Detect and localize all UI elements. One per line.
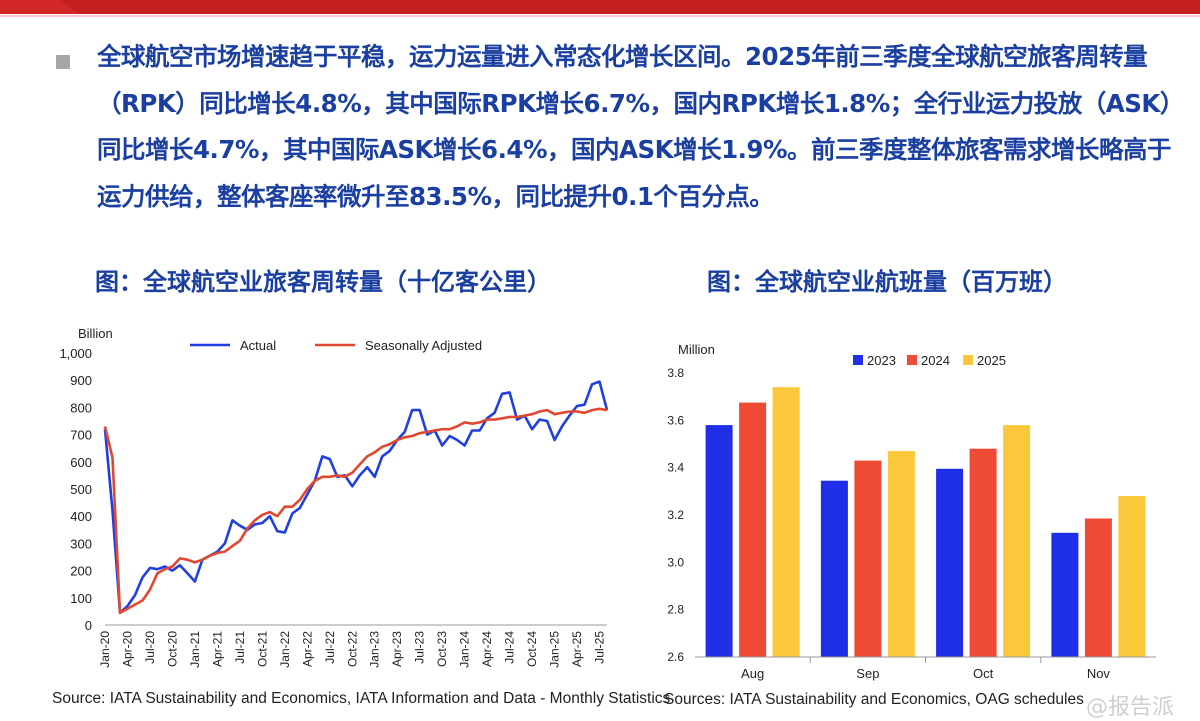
line-x-tick-label: Oct-24 bbox=[525, 631, 539, 667]
line-y-axis-label: Billion bbox=[78, 326, 113, 341]
line-x-tick-label: Apr-25 bbox=[570, 631, 584, 667]
line-y-tick-label: 700 bbox=[70, 428, 92, 443]
line-x-tick-label: Oct-21 bbox=[255, 631, 269, 667]
bar-legend-swatch bbox=[853, 355, 863, 365]
line-series-actual bbox=[103, 380, 609, 615]
bar-y-tick-label: 3.8 bbox=[667, 366, 684, 380]
bar-legend-label: 2025 bbox=[977, 353, 1006, 368]
line-y-tick-label: 200 bbox=[70, 564, 92, 579]
line-x-tick-label: Apr-20 bbox=[120, 631, 134, 667]
line-x-tick-label: Oct-23 bbox=[435, 631, 449, 667]
bar-aug-2023 bbox=[705, 425, 733, 657]
line-y-tick-label: 900 bbox=[70, 373, 92, 388]
line-x-tick-label: Jan-23 bbox=[368, 631, 382, 668]
line-x-tick-label: Oct-20 bbox=[165, 631, 179, 667]
bar-y-ticks: 2.6 2.8 3.0 3.2 3.4 3.6 3.8 bbox=[667, 366, 684, 664]
bar-legend-swatch bbox=[907, 355, 917, 365]
bar-legend-label: 2024 bbox=[921, 353, 950, 368]
line-x-tick-label: Oct-22 bbox=[345, 631, 359, 667]
line-y-tick-label: 500 bbox=[70, 482, 92, 497]
line-series-group bbox=[103, 380, 609, 615]
bar-x-ticks: Aug Sep Oct Nov bbox=[695, 656, 1156, 681]
line-x-tick-label: Jan-25 bbox=[548, 631, 562, 668]
line-series-seasonally-adjusted bbox=[103, 407, 608, 615]
line-x-tick-label: Apr-21 bbox=[210, 631, 224, 667]
bar-x-tick-label: Aug bbox=[741, 666, 764, 681]
bullet-square bbox=[56, 55, 70, 69]
bar-oct-2025 bbox=[1003, 425, 1031, 657]
top-bar-notch bbox=[60, 0, 1200, 14]
line-x-tick-label: Jul-23 bbox=[413, 631, 427, 664]
bar-x-tick-label: Sep bbox=[856, 666, 879, 681]
line-legend-label: Seasonally Adjusted bbox=[365, 338, 482, 353]
flights-bar-chart: Million 2023 2024 2025 2.6 2.8 3.0 3.2 3.4 3.6 3… bbox=[667, 342, 1156, 681]
bar-y-tick-label: 2.6 bbox=[667, 650, 684, 664]
line-x-tick-label: Jul-25 bbox=[593, 631, 607, 664]
bar-y-tick-label: 2.8 bbox=[667, 603, 684, 617]
line-y-ticks: 0 100 200 300 400 500 600 700 800 900 1,000 bbox=[59, 346, 92, 633]
bar-oct-2023 bbox=[936, 468, 964, 657]
bar-nov-2024 bbox=[1084, 518, 1112, 657]
watermark-text: @报告派 bbox=[1086, 695, 1175, 720]
bar-nov-2025 bbox=[1118, 496, 1146, 657]
line-x-tick-label: Apr-23 bbox=[390, 631, 404, 667]
line-x-tick-label: Jul-22 bbox=[323, 631, 337, 664]
bar-nov-2023 bbox=[1051, 532, 1079, 658]
bar-oct-2024 bbox=[969, 448, 997, 657]
bar-sep-2024 bbox=[854, 460, 882, 657]
line-y-tick-label: 100 bbox=[70, 591, 92, 606]
bar-y-tick-label: 3.0 bbox=[667, 555, 684, 569]
line-y-tick-label: 300 bbox=[70, 536, 92, 551]
bar-legend-label: 2023 bbox=[867, 353, 896, 368]
right-chart-source: Sources: IATA Sustainability and Economi… bbox=[664, 691, 1084, 708]
line-legend-label: Actual bbox=[240, 338, 276, 353]
bar-aug-2025 bbox=[772, 387, 800, 657]
line-x-tick-label: Jan-22 bbox=[278, 631, 292, 668]
bar-y-tick-label: 3.6 bbox=[667, 413, 684, 427]
bar-y-axis-label: Million bbox=[678, 342, 715, 357]
bar-sep-2023 bbox=[820, 480, 848, 657]
bar-x-tick-label: Oct bbox=[973, 666, 994, 681]
line-y-tick-label: 1,000 bbox=[59, 346, 92, 361]
line-x-tick-label: Jan-24 bbox=[458, 631, 472, 668]
line-x-tick-label: Jul-24 bbox=[503, 631, 517, 664]
line-x-tick-label: Apr-22 bbox=[300, 631, 314, 667]
line-y-tick-label: 400 bbox=[70, 509, 92, 524]
line-legend: Actual Seasonally Adjusted bbox=[190, 338, 482, 353]
left-chart-source: Source: IATA Sustainability and Economic… bbox=[52, 690, 671, 707]
bar-x-tick-label: Nov bbox=[1087, 666, 1111, 681]
top-decor-bar bbox=[0, 0, 1200, 17]
bar-legend: 2023 2024 2025 bbox=[853, 353, 1006, 368]
line-y-tick-label: 800 bbox=[70, 400, 92, 415]
bar-series-group bbox=[705, 387, 1146, 658]
bar-y-tick-label: 3.2 bbox=[667, 508, 684, 522]
line-x-tick-label: Jan-21 bbox=[188, 631, 202, 668]
summary-paragraph: 全球航空市场增速趋于平稳，运力运量进入常态化增长区间。2025年前三季度全球航空… bbox=[97, 42, 1172, 211]
line-y-tick-label: 0 bbox=[85, 618, 92, 633]
line-x-tick-label: Jan-20 bbox=[98, 631, 112, 668]
bar-aug-2024 bbox=[739, 402, 767, 657]
bar-legend-swatch bbox=[963, 355, 973, 365]
line-y-tick-label: 600 bbox=[70, 455, 92, 470]
line-x-tick-label: Jul-21 bbox=[233, 631, 247, 664]
left-chart-title: 图：全球航空业旅客周转量（十亿客公里） bbox=[95, 268, 551, 296]
line-x-ticks: Jan-20 Apr-20 Jul-20 Oct-20 Jan-21 Apr-21 Jul-… bbox=[98, 631, 607, 668]
line-x-tick-label: Apr-24 bbox=[480, 631, 494, 667]
right-chart-title: 图：全球航空业航班量（百万班） bbox=[707, 268, 1067, 296]
line-x-tick-label: Jul-20 bbox=[143, 631, 157, 664]
bar-y-tick-label: 3.4 bbox=[667, 461, 684, 475]
bar-sep-2025 bbox=[887, 451, 915, 657]
rpk-line-chart: Billion Actual Seasonally Adjusted 0 100 20… bbox=[59, 326, 609, 668]
